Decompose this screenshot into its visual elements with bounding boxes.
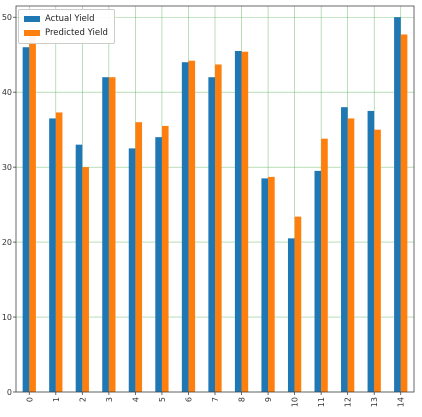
legend-swatch-actual xyxy=(24,16,40,22)
bar-actual-8 xyxy=(234,50,242,392)
bar-predicted-14 xyxy=(400,34,408,392)
x-tick-label-10: 10 xyxy=(291,397,300,407)
x-tick-label-8: 8 xyxy=(238,397,247,402)
legend-item-actual: Actual Yield xyxy=(24,12,108,26)
bar-actual-12 xyxy=(341,107,348,393)
bar-actual-5 xyxy=(155,137,162,392)
legend-label-predicted: Predicted Yield xyxy=(45,28,108,38)
x-tick-label-5: 5 xyxy=(158,397,167,402)
x-tick-label-13: 13 xyxy=(370,397,379,407)
bar-actual-1 xyxy=(49,118,56,392)
bar-actual-0 xyxy=(22,47,30,393)
x-tick-label-4: 4 xyxy=(131,397,140,402)
bar-predicted-13 xyxy=(374,129,381,392)
bar-predicted-10 xyxy=(294,216,302,392)
bar-predicted-7 xyxy=(215,64,222,393)
bar-predicted-3 xyxy=(108,77,116,392)
legend: Actual Yield Predicted Yield xyxy=(18,9,115,44)
bar-actual-11 xyxy=(314,170,322,392)
x-tick-label-12: 12 xyxy=(344,397,353,407)
y-tick-label-50: 50 xyxy=(2,13,12,22)
x-tick-label-6: 6 xyxy=(184,397,193,402)
x-tick-label-7: 7 xyxy=(211,397,220,402)
bar-actual-7 xyxy=(208,77,215,392)
bar-actual-6 xyxy=(181,62,189,392)
bar-actual-9 xyxy=(261,178,269,392)
bar-predicted-4 xyxy=(135,122,143,393)
y-tick-label-0: 0 xyxy=(7,388,12,397)
bar-actual-10 xyxy=(287,238,295,392)
bar-predicted-8 xyxy=(241,51,249,392)
bars xyxy=(22,17,408,393)
bar-actual-4 xyxy=(128,148,136,392)
x-tick-label-0: 0 xyxy=(25,397,34,402)
legend-label-actual: Actual Yield xyxy=(45,14,95,24)
x-tick-label-11: 11 xyxy=(317,397,326,407)
y-tick-label-10: 10 xyxy=(2,313,12,322)
x-tick-label-2: 2 xyxy=(78,397,87,402)
bar-actual-13 xyxy=(367,110,375,392)
x-tick-label-14: 14 xyxy=(397,397,406,407)
y-tick-label-40: 40 xyxy=(2,88,12,97)
legend-item-predicted: Predicted Yield xyxy=(24,26,108,40)
bar-predicted-11 xyxy=(321,138,328,392)
x-tick-label-1: 1 xyxy=(52,397,61,402)
bar-actual-2 xyxy=(75,144,83,392)
legend-swatch-predicted xyxy=(24,30,40,36)
bar-predicted-6 xyxy=(188,60,196,392)
bar-predicted-12 xyxy=(347,118,355,392)
bar-predicted-0 xyxy=(29,32,36,393)
bar-predicted-9 xyxy=(268,176,275,392)
x-tick-label-9: 9 xyxy=(264,397,273,402)
y-tick-label-20: 20 xyxy=(2,238,12,247)
y-tick-label-30: 30 xyxy=(2,163,12,172)
bar-predicted-5 xyxy=(161,125,169,392)
bar-predicted-2 xyxy=(82,167,89,392)
bar-predicted-1 xyxy=(55,112,63,393)
bar-actual-14 xyxy=(394,17,401,393)
bar-actual-3 xyxy=(102,77,109,392)
x-tick-label-3: 3 xyxy=(105,397,114,402)
